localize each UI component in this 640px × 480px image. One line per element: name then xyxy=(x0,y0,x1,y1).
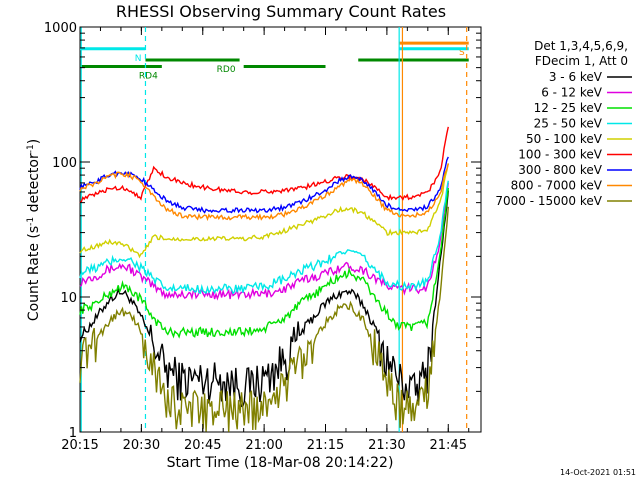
y-tick-label: 10 xyxy=(60,291,77,306)
legend-label: 300 - 800 keV xyxy=(518,163,602,177)
chart-title: RHESSI Observing Summary Count Rates xyxy=(116,2,446,21)
legend-label: 7000 - 15000 keV xyxy=(495,194,602,208)
legend-label: 3 - 6 keV xyxy=(549,70,603,84)
x-tick-label: 20:45 xyxy=(184,438,221,453)
series-line xyxy=(79,163,449,259)
series-line xyxy=(79,206,449,432)
timestamp: 14-Oct-2021 01:51 xyxy=(560,468,636,477)
flag-label: N xyxy=(135,54,142,64)
legend: Det 1,3,4,5,6,9,FDecim 1, Att 0 3 - 6 keV… xyxy=(495,39,632,208)
y-tick-label: 1000 xyxy=(44,21,77,36)
x-tick-label: 21:15 xyxy=(307,438,344,453)
series-line xyxy=(79,182,449,301)
legend-header: Det 1,3,4,5,6,9, xyxy=(534,39,628,53)
x-tick-label: 21:30 xyxy=(368,438,405,453)
x-tick-label: 20:30 xyxy=(123,438,160,453)
y-tick-label: 1 xyxy=(69,426,77,441)
flag-bars: N RD0 RD4 S xyxy=(80,41,469,81)
flag-label: RD4 xyxy=(139,71,158,81)
legend-label: 100 - 300 keV xyxy=(518,148,602,162)
legend-label: 12 - 25 keV xyxy=(534,101,603,115)
x-tick-label: 21:45 xyxy=(430,438,467,453)
flag-label: RD0 xyxy=(217,65,236,75)
x-ticks: 20:15 20:30 20:45 21:00 21:15 21:30 21:45 xyxy=(61,27,470,453)
vertical-markers xyxy=(80,27,468,432)
series-line xyxy=(79,187,449,339)
flag-label: S xyxy=(459,48,465,58)
x-tick-label: 21:00 xyxy=(245,438,282,453)
series-line xyxy=(79,163,449,222)
x-axis-label: Start Time (18-Mar-08 20:14:22) xyxy=(167,455,394,471)
series-line xyxy=(79,126,449,204)
series-lines xyxy=(79,126,449,432)
y-axis-label: Count Rate (s-1 detector-1) xyxy=(26,139,42,321)
series-line xyxy=(79,180,449,295)
legend-label: 50 - 100 keV xyxy=(526,132,603,146)
legend-label: 800 - 7000 keV xyxy=(511,179,603,193)
legend-label: 25 - 50 keV xyxy=(534,117,603,131)
y-ticks: 1 10 100 1000 xyxy=(44,21,481,441)
x-tick-label: 20:15 xyxy=(61,438,98,453)
legend-header: FDecim 1, Att 0 xyxy=(535,54,628,68)
y-tick-label: 100 xyxy=(52,156,77,171)
plot-frame xyxy=(79,26,482,433)
series-line xyxy=(79,156,449,214)
series-line xyxy=(79,190,449,408)
legend-label: 6 - 12 keV xyxy=(541,86,603,100)
